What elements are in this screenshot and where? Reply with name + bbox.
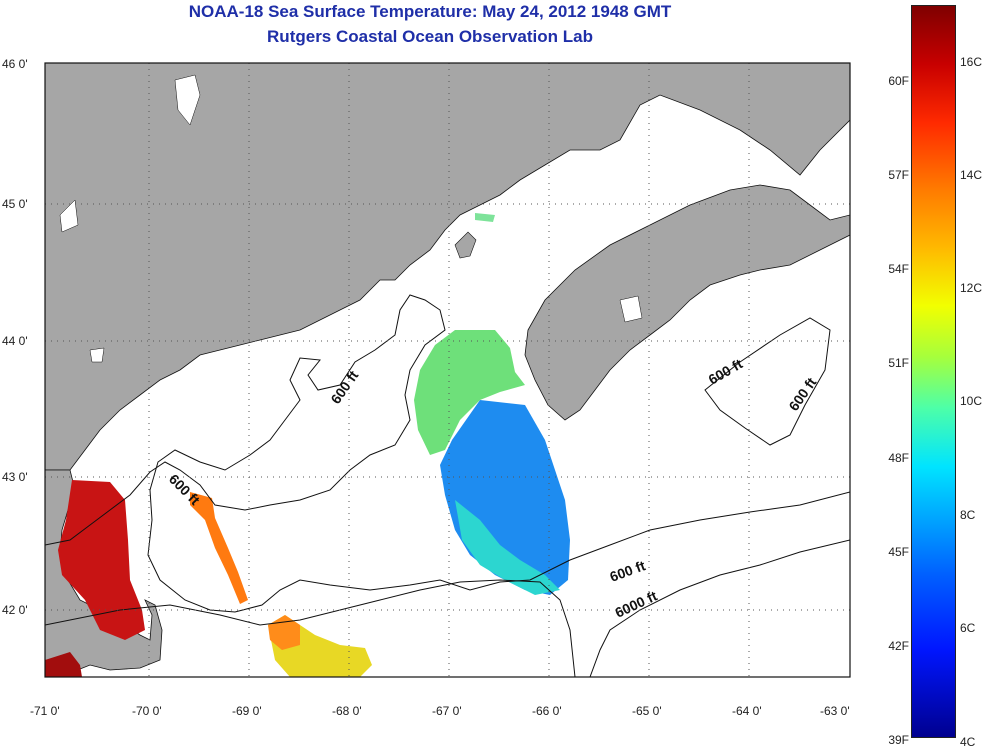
lon-label: -63 0' xyxy=(820,704,850,718)
sst-patch-gulf-stream-edge xyxy=(190,492,248,604)
lon-label: -67 0' xyxy=(432,704,462,718)
lat-label: 46 0' xyxy=(2,57,28,71)
lat-label: 45 0' xyxy=(2,197,28,211)
lat-label: 44 0' xyxy=(2,334,28,348)
colorbar-fahrenheit-label: 42F xyxy=(888,639,909,653)
sst-patch-north-gulf xyxy=(475,213,495,222)
land-nova-scotia xyxy=(524,184,850,421)
map-frame xyxy=(44,62,851,678)
sst-patch-central-gulf-cyan xyxy=(455,500,560,595)
lat-label: 43 0' xyxy=(2,470,28,484)
colorbar-fahrenheit-label: 51F xyxy=(888,356,909,370)
longitude-axis: -71 0' -70 0' -69 0' -68 0' -67 0' -66 0… xyxy=(30,704,850,718)
lon-label: -70 0' xyxy=(132,704,162,718)
lon-label: -71 0' xyxy=(30,704,60,718)
sst-patch-nantucket xyxy=(45,652,82,677)
lat-label: 42 0' xyxy=(2,603,28,617)
colorbar-fahrenheit-label: 48F xyxy=(888,451,909,465)
colorbar-celsius-label: 10C xyxy=(960,394,983,408)
colorbar-celsius-label: 14C xyxy=(960,168,983,182)
colorbar-celsius-label: 8C xyxy=(960,508,976,522)
lon-label: -64 0' xyxy=(732,704,762,718)
colorbar-celsius-label: 6C xyxy=(960,621,976,635)
sst-patch-massachusetts-bay xyxy=(58,480,145,640)
lon-label: -69 0' xyxy=(232,704,262,718)
colorbar-fahrenheit-label: 54F xyxy=(888,262,909,276)
colorbar-celsius-label: 4C xyxy=(960,735,976,749)
colorbar-celsius-label: 16C xyxy=(960,55,983,69)
lon-label: -68 0' xyxy=(332,704,362,718)
colorbar-celsius-label: 12C xyxy=(960,281,983,295)
bathymetry-contours xyxy=(45,294,850,677)
land-grand-manan xyxy=(454,231,477,259)
lon-label: -65 0' xyxy=(632,704,662,718)
colorbar-fahrenheit-label: 39F xyxy=(888,733,909,747)
sst-patch-central-gulf-green xyxy=(414,330,525,455)
land-maine-newbrunswick xyxy=(45,63,850,471)
latitude-axis: 46 0' 45 0' 44 0' 43 0' 42 0' xyxy=(2,57,28,617)
colorbar-fahrenheit-label: 60F xyxy=(888,74,909,88)
colorbar-fahrenheit-label: 45F xyxy=(888,545,909,559)
colorbar-fahrenheit-label: 57F xyxy=(888,168,909,182)
land-massachusetts xyxy=(45,469,163,677)
sst-patch-georges-bank-warm xyxy=(268,615,300,650)
lon-label: -66 0' xyxy=(532,704,562,718)
temperature-colorbar xyxy=(911,5,956,738)
graticule xyxy=(45,63,850,677)
land-white-patches xyxy=(59,74,643,363)
chart-subtitle: Rutgers Coastal Ocean Observation Lab xyxy=(267,27,593,46)
chart-title: NOAA-18 Sea Surface Temperature: May 24,… xyxy=(188,2,672,21)
